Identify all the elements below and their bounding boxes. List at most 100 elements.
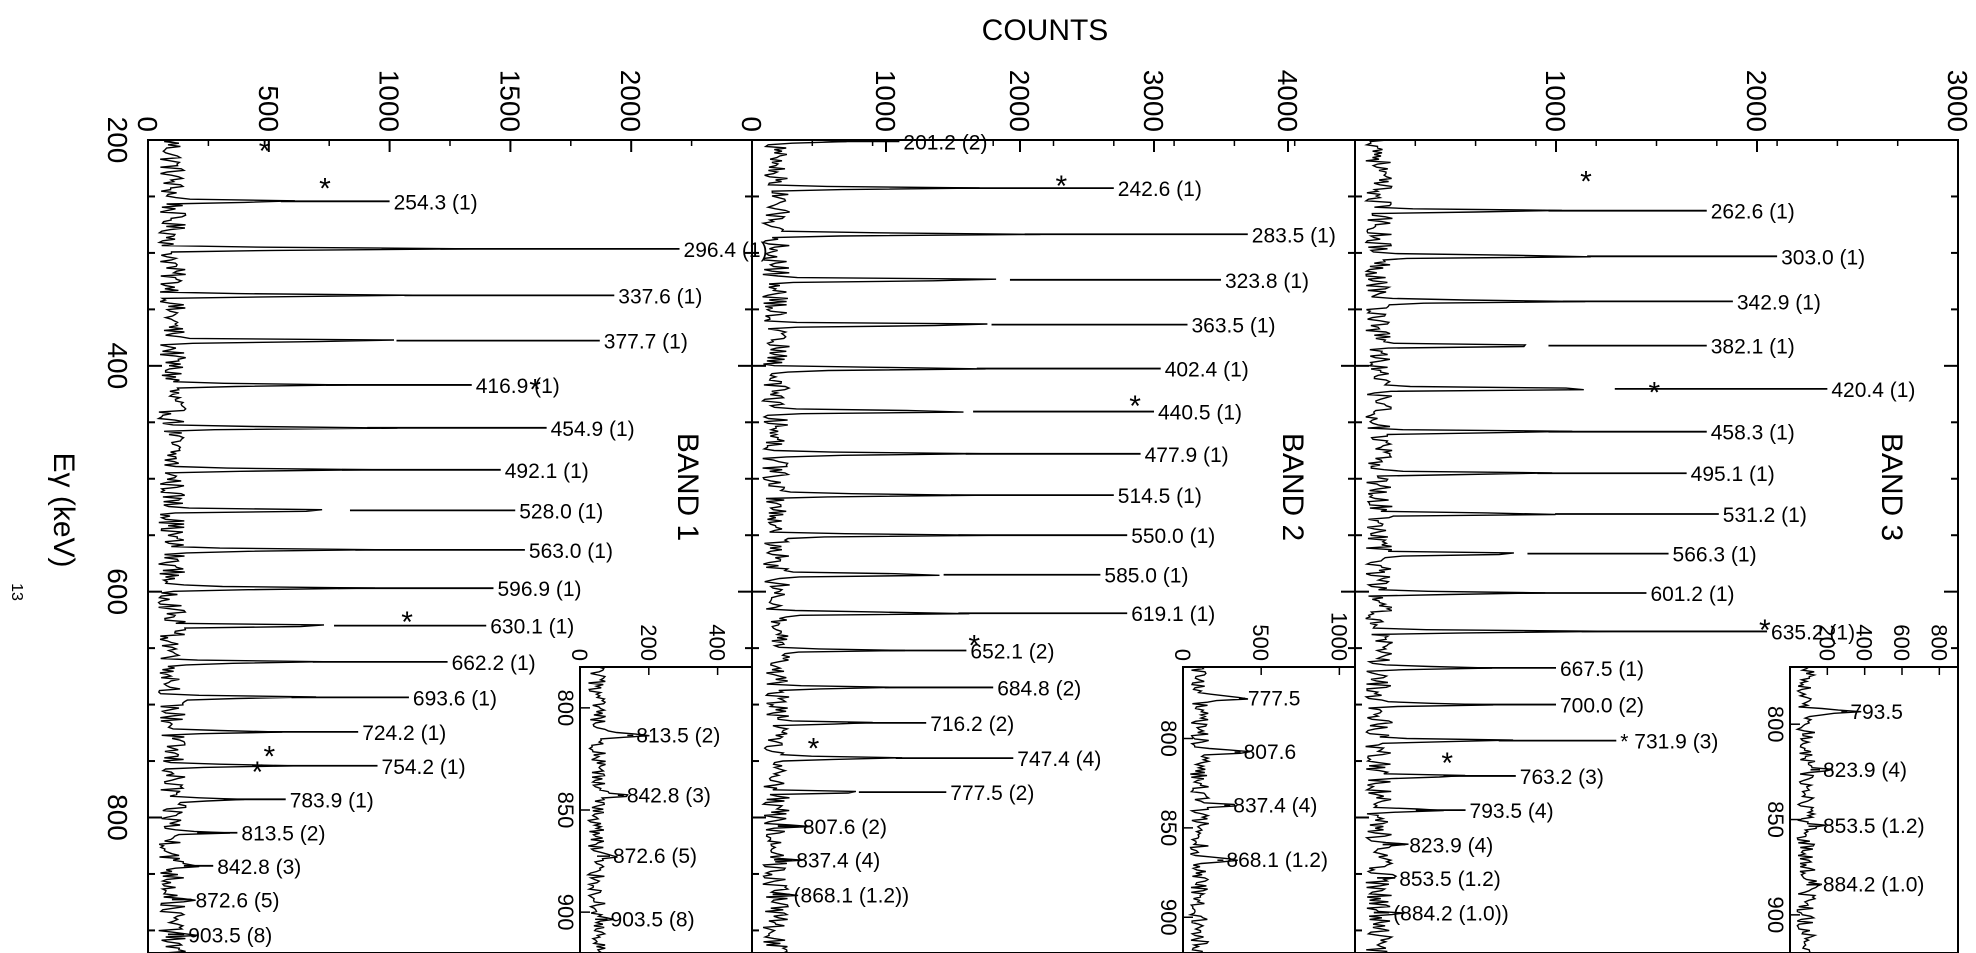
peak-label: 823.9 (4)	[1409, 834, 1493, 857]
contaminant-star: *	[968, 630, 980, 663]
peak-label: * 731.9 (3)	[1620, 731, 1718, 754]
peak-label: 700.0 (2)	[1560, 695, 1644, 718]
peak-label: 837.4 (4)	[796, 850, 880, 873]
band-label: BAND 1	[671, 433, 704, 541]
spectrum-line	[585, 667, 650, 953]
peak-label: 492.1 (1)	[505, 460, 589, 483]
peak-label: 420.4 (1)	[1831, 379, 1915, 402]
inset-peak-label: 793.5	[1850, 701, 1903, 724]
energy-tick-label: 800	[102, 794, 133, 841]
contaminant-star: *	[1759, 614, 1771, 647]
peak-label: 601.2 (1)	[1650, 583, 1734, 606]
spectrum-line	[1795, 667, 1862, 953]
spectrum-line	[1363, 140, 1612, 953]
contaminant-star: *	[808, 732, 820, 765]
peak-label: 630.1 (1)	[490, 616, 574, 639]
counts-tick-label: 0	[132, 116, 163, 132]
inset-counts-tick-label: 800	[1926, 624, 1951, 661]
peak-label: 566.3 (1)	[1673, 544, 1757, 567]
peak-label: 458.3 (1)	[1711, 422, 1795, 445]
inset-peak-label: 853.5 (1.2)	[1823, 815, 1925, 838]
energy-tick-label: 600	[102, 568, 133, 615]
contaminant-star: *	[1648, 377, 1660, 410]
peak-label: 724.2 (1)	[362, 722, 446, 745]
counts-tick-label: 2000	[1004, 70, 1035, 132]
panel-band-3: 1000 2000 3000 262.6 (1) 303.0 (1) 342.9 (1) 3…	[1354, 70, 1973, 953]
peak-label: 662.2 (1)	[452, 652, 536, 675]
inset-counts-tick-label: 0	[1170, 649, 1195, 661]
peak-label: 903.5 (8)	[188, 924, 272, 947]
peak-label: 296.4 (1)	[684, 239, 768, 262]
peak-label: 783.9 (1)	[290, 789, 374, 812]
inset-energy-tick-label: 850	[1763, 801, 1788, 838]
inset-band-1: 0 200 400 800 850 900 813.5 (2) 842.8 (3) 872.6 …	[553, 624, 753, 953]
energy-tick-label: 400	[102, 342, 133, 389]
counts-tick-label: 4000	[1272, 70, 1303, 132]
chart-title: COUNTS	[982, 14, 1109, 47]
peak-label: 363.5 (1)	[1192, 315, 1276, 338]
counts-tick-label: 1000	[374, 70, 405, 132]
peak-label: 201.2 (2)	[903, 131, 987, 154]
peak-label: 382.1 (1)	[1711, 336, 1795, 359]
peak-label: (868.1 (1.2))	[794, 884, 910, 907]
contaminant-star: *	[529, 373, 541, 406]
contaminant-star: *	[319, 172, 331, 205]
counts-tick-label: 1000	[1540, 70, 1571, 132]
inset-peak-label: 823.9 (4)	[1823, 759, 1907, 782]
peak-label: 684.8 (2)	[997, 677, 1081, 700]
peak-label: 716.2 (2)	[930, 713, 1014, 736]
counts-tick-label: 1000	[870, 70, 901, 132]
peak-label: 872.6 (5)	[195, 889, 279, 912]
energy-axis-label: Eγ (keV)	[47, 452, 80, 567]
panel-band-2: 0 1000 2000 3000 4000 201.2 (2) 242.6 (1) 283.5…	[736, 70, 1356, 953]
peak-label: 793.5 (4)	[1470, 800, 1554, 823]
peak-label: 550.0 (1)	[1131, 525, 1215, 548]
peak-label: 585.0 (1)	[1104, 565, 1188, 588]
counts-tick-label: 3000	[1942, 70, 1973, 132]
inset-counts-tick-label: 0	[567, 649, 592, 661]
inset-peak-label: 842.8 (3)	[627, 784, 711, 807]
peak-label: 242.6 (1)	[1118, 178, 1202, 201]
peak-label: 337.6 (1)	[618, 285, 702, 308]
band-label: BAND 3	[1875, 433, 1908, 541]
inset-energy-tick-label: 900	[1763, 897, 1788, 934]
contaminant-star: *	[1056, 170, 1068, 203]
inset-peak-label: 777.5	[1248, 687, 1301, 710]
peak-label: 262.6 (1)	[1711, 201, 1795, 224]
peak-label: 342.9 (1)	[1737, 291, 1821, 314]
peak-label: 254.3 (1)	[394, 191, 478, 214]
inset-peak-label: 884.2 (1.0)	[1823, 874, 1925, 897]
inset-peak-label: 903.5 (8)	[611, 908, 695, 931]
inset-counts-tick-label: 200	[1814, 624, 1839, 661]
inset-counts-tick-label: 400	[1852, 624, 1877, 661]
inset-frame	[579, 666, 753, 953]
peak-label: 563.0 (1)	[529, 540, 613, 563]
inset-frame	[1182, 666, 1356, 953]
inset-peak-label: 807.6	[1244, 741, 1297, 764]
peak-label: 440.5 (1)	[1158, 402, 1242, 425]
peak-label: 495.1 (1)	[1691, 463, 1775, 486]
peak-label: 596.9 (1)	[497, 578, 581, 601]
spectrum-line	[760, 140, 1041, 953]
peak-label: 477.9 (1)	[1145, 444, 1229, 467]
page-number: 13	[8, 583, 25, 601]
inset-peak-label: 868.1 (1.2)	[1226, 849, 1328, 872]
contaminant-star: *	[401, 606, 413, 639]
peak-label: 531.2 (1)	[1723, 504, 1807, 527]
peak-label: 667.5 (1)	[1560, 658, 1644, 681]
peak-label: 763.2 (3)	[1520, 766, 1604, 789]
contaminant-star: *	[1129, 390, 1141, 423]
contaminant-star: *	[264, 740, 276, 773]
peak-label: 754.2 (1)	[382, 756, 466, 779]
spectrum-line	[1187, 667, 1251, 953]
inset-counts-tick-label: 400	[705, 624, 730, 661]
inset-frame	[1789, 666, 1959, 953]
peak-label: 402.4 (1)	[1165, 359, 1249, 382]
counts-tick-label: 3000	[1138, 70, 1169, 132]
inset-band-3: 200 400 600 800 800 850 900 793.5 823.9 (4) 853.5…	[1763, 624, 1959, 953]
inset-energy-tick-label: 900	[553, 894, 578, 931]
peak-label: 323.8 (1)	[1225, 270, 1309, 293]
counts-tick-label: 2000	[615, 70, 646, 132]
